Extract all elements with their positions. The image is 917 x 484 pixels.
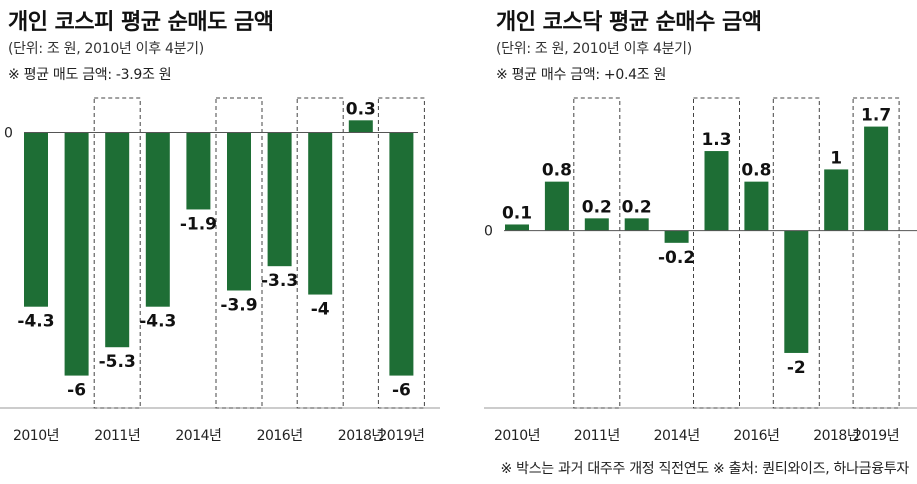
left-bar (389, 132, 414, 376)
left-data-label: -3.3 (261, 271, 298, 291)
left-chart-title: 개인 코스피 평균 순매도 금액 (8, 10, 274, 35)
right-data-label: 0.8 (741, 161, 771, 181)
left-data-label: -5.3 (99, 352, 136, 372)
left-highlight-box (93, 97, 141, 409)
right-data-label: 0.8 (542, 161, 572, 181)
right-x-tick-label: 2016년 (733, 428, 779, 444)
left-highlight-box (296, 97, 344, 409)
right-average-note: ※ 평균 매수 금액: +0.4조 원 (496, 67, 667, 83)
right-data-label: 1.7 (861, 106, 891, 126)
left-highlight-box (377, 97, 425, 409)
right-bar (704, 151, 729, 231)
right-data-label: 1 (830, 148, 842, 168)
left-highlight-box (215, 97, 263, 409)
left-x-tick-label: 2010년 (13, 428, 59, 444)
right-highlight-box (852, 97, 900, 409)
right-zero-tick: 0 (484, 224, 493, 240)
right-chart-title: 개인 코스닥 평균 순매수 금액 (496, 10, 762, 35)
right-bar (544, 181, 569, 231)
right-data-label: -2 (787, 358, 806, 378)
left-bar (348, 120, 373, 133)
left-x-tick-label: 2016년 (257, 428, 303, 444)
left-zero-tick: 0 (4, 125, 13, 141)
left-data-label: -3.9 (220, 295, 257, 315)
right-bar (784, 230, 809, 353)
left-data-label: -1.9 (180, 214, 217, 234)
left-bar (186, 132, 211, 210)
left-bar (227, 132, 251, 291)
left-x-tick-label: 2019년 (378, 428, 424, 444)
left-x-tick-label: 2014년 (175, 428, 221, 444)
left-x-tick-label: 2011년 (94, 428, 140, 444)
left-bar (64, 132, 89, 376)
right-data-label: -0.2 (658, 248, 695, 268)
left-bar (267, 132, 292, 267)
right-bar (624, 218, 649, 231)
right-unit-note: (단위: 조 원, 2010년 이후 4분기) (496, 41, 692, 57)
left-data-label: 0.3 (346, 99, 376, 119)
right-data-label: 0.2 (582, 197, 612, 217)
footer-note: ※ 박스는 과거 대주주 개정 직전연도 ※ 출처: 퀀티와이즈, 하나금융투자 (500, 461, 910, 477)
left-data-label: -4.3 (139, 312, 176, 332)
right-x-tick-label: 2018년 (813, 428, 859, 444)
right-x-tick-label: 2010년 (494, 428, 540, 444)
right-bar (824, 169, 849, 231)
right-data-label: 0.2 (622, 197, 652, 217)
left-data-label: -4.3 (17, 312, 54, 332)
left-data-label: -4 (311, 300, 330, 320)
left-data-label: -6 (67, 381, 86, 401)
left-average-note: ※ 평균 매도 금액: -3.9조 원 (8, 67, 172, 83)
right-bar (584, 218, 609, 231)
right-highlight-box (693, 97, 740, 409)
right-bar (505, 224, 529, 231)
right-highlight-box (573, 97, 621, 409)
right-highlight-box (772, 97, 820, 409)
right-x-tick-label: 2011년 (574, 428, 620, 444)
left-unit-note: (단위: 조 원, 2010년 이후 4분기) (8, 41, 204, 57)
right-data-label: 0.1 (502, 203, 532, 223)
left-bar (308, 132, 333, 295)
left-data-label: -6 (392, 381, 411, 401)
left-bar (145, 132, 170, 307)
left-bar (24, 132, 48, 307)
left-x-tick-label: 2018년 (338, 428, 384, 444)
right-bar (864, 126, 889, 231)
right-data-label: 1.3 (701, 130, 731, 150)
right-bar (664, 230, 689, 243)
right-x-tick-label: 2014년 (654, 428, 700, 444)
right-x-tick-label: 2019년 (853, 428, 899, 444)
left-bar (105, 132, 130, 348)
right-bar (744, 181, 769, 231)
